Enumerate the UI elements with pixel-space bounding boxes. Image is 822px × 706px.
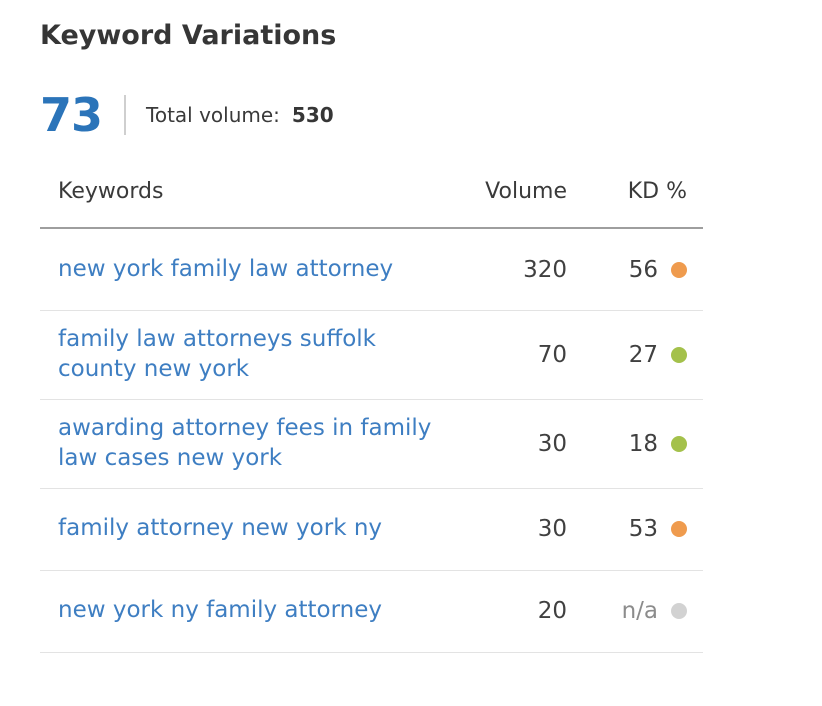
total-volume-label: Total volume: xyxy=(146,103,280,128)
kd-cell: n/a xyxy=(567,598,687,624)
keyword-variations-widget: Keyword Variations 73 Total volume: 530 … xyxy=(40,20,782,653)
keyword-link[interactable]: family law attorneys suffolk county new … xyxy=(58,326,376,382)
volume-value: 70 xyxy=(537,341,567,368)
keyword-link[interactable]: family attorney new york ny xyxy=(58,515,383,542)
table-header-row: Keywords Volume KD % xyxy=(40,179,703,230)
table-row: awarding attorney fees in family law cas… xyxy=(40,400,703,489)
keyword-count: 73 xyxy=(40,88,103,143)
kd-difficulty-dot xyxy=(671,521,687,538)
table-body: new york family law attorney 320 56 fami… xyxy=(40,229,703,653)
keyword-link[interactable]: new york ny family attorney xyxy=(58,597,383,624)
column-header-volume: Volume xyxy=(485,179,567,205)
keywords-table: Keywords Volume KD % new york family law… xyxy=(40,181,703,653)
kd-value: 53 xyxy=(628,516,658,543)
kd-difficulty-dot xyxy=(671,346,687,363)
volume-value: 20 xyxy=(537,598,567,625)
table-row: family law attorneys suffolk county new … xyxy=(40,311,703,400)
table-row: family attorney new york ny 30 53 xyxy=(40,489,703,571)
kd-difficulty-dot xyxy=(671,603,687,620)
column-header-keywords: Keywords xyxy=(58,179,164,205)
kd-value: 27 xyxy=(628,341,658,368)
kd-cell: 56 xyxy=(567,257,687,283)
summary-bar: 73 Total volume: 530 xyxy=(40,91,782,139)
kd-cell: 27 xyxy=(567,342,687,368)
keyword-link[interactable]: new york family law attorney xyxy=(58,255,394,282)
kd-difficulty-dot xyxy=(671,435,687,452)
keyword-link[interactable]: awarding attorney fees in family law cas… xyxy=(58,414,432,471)
volume-value: 30 xyxy=(537,516,567,543)
kd-value: 18 xyxy=(628,430,658,457)
kd-value: 56 xyxy=(628,256,658,283)
volume-value: 30 xyxy=(537,430,567,457)
table-row: new york family law attorney 320 56 xyxy=(40,229,703,312)
total-volume-value: 530 xyxy=(291,103,334,128)
column-header-kd: KD % xyxy=(627,179,687,205)
vertical-divider xyxy=(124,95,127,136)
table-row: new york ny family attorney 20 n/a xyxy=(40,571,703,653)
volume-value: 320 xyxy=(523,256,567,283)
kd-value: n/a xyxy=(621,598,658,625)
kd-cell: 18 xyxy=(567,431,687,457)
kd-cell: 53 xyxy=(567,516,687,542)
widget-title: Keyword Variations xyxy=(40,20,337,51)
kd-difficulty-dot xyxy=(671,261,687,278)
